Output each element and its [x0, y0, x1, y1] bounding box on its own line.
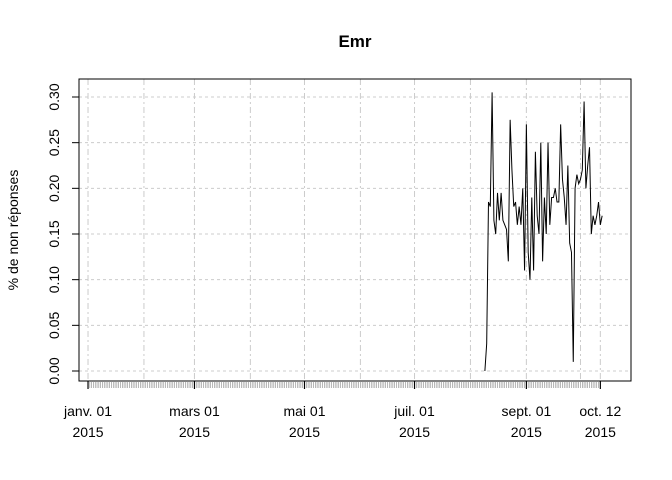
x-tick-label: mars 01 [169, 403, 220, 419]
y-tick-label: 0.15 [46, 220, 62, 247]
x-axis: janv. 01 2015 mars 01 2015 mai 01 2015 juil. 0… [63, 380, 622, 440]
plot-frame [78, 78, 632, 382]
y-tick-label: 0.25 [46, 129, 62, 156]
x-tick-year: 2015 [399, 424, 430, 440]
y-tick-label: 0.00 [46, 357, 62, 384]
y-tick-label: 0.20 [46, 174, 62, 201]
x-tick-year: 2015 [511, 424, 542, 440]
series-line [484, 92, 603, 372]
series-layer [484, 92, 603, 372]
grid [79, 79, 631, 381]
x-tick-year: 2015 [289, 424, 320, 440]
x-tick-label: mai 01 [283, 403, 325, 419]
x-tick-label: juil. 01 [393, 403, 435, 419]
x-tick-year: 2015 [179, 424, 210, 440]
x-tick-label: sept. 01 [501, 403, 551, 419]
y-axis: 0.00 0.05 0.10 0.15 0.20 0.25 0.30 [46, 83, 79, 385]
x-tick-year: 2015 [72, 424, 103, 440]
x-minor-ticks [87, 381, 601, 388]
x-tick-label: oct. 12 [579, 403, 621, 419]
y-tick-label: 0.30 [46, 83, 62, 110]
x-tick-year: 2015 [585, 424, 616, 440]
y-tick-label: 0.10 [46, 266, 62, 293]
x-tick-label: janv. 01 [63, 403, 112, 419]
y-tick-label: 0.05 [46, 311, 62, 338]
chart-title: Emr [338, 32, 371, 51]
y-axis-label: % de non réponses [5, 170, 21, 291]
